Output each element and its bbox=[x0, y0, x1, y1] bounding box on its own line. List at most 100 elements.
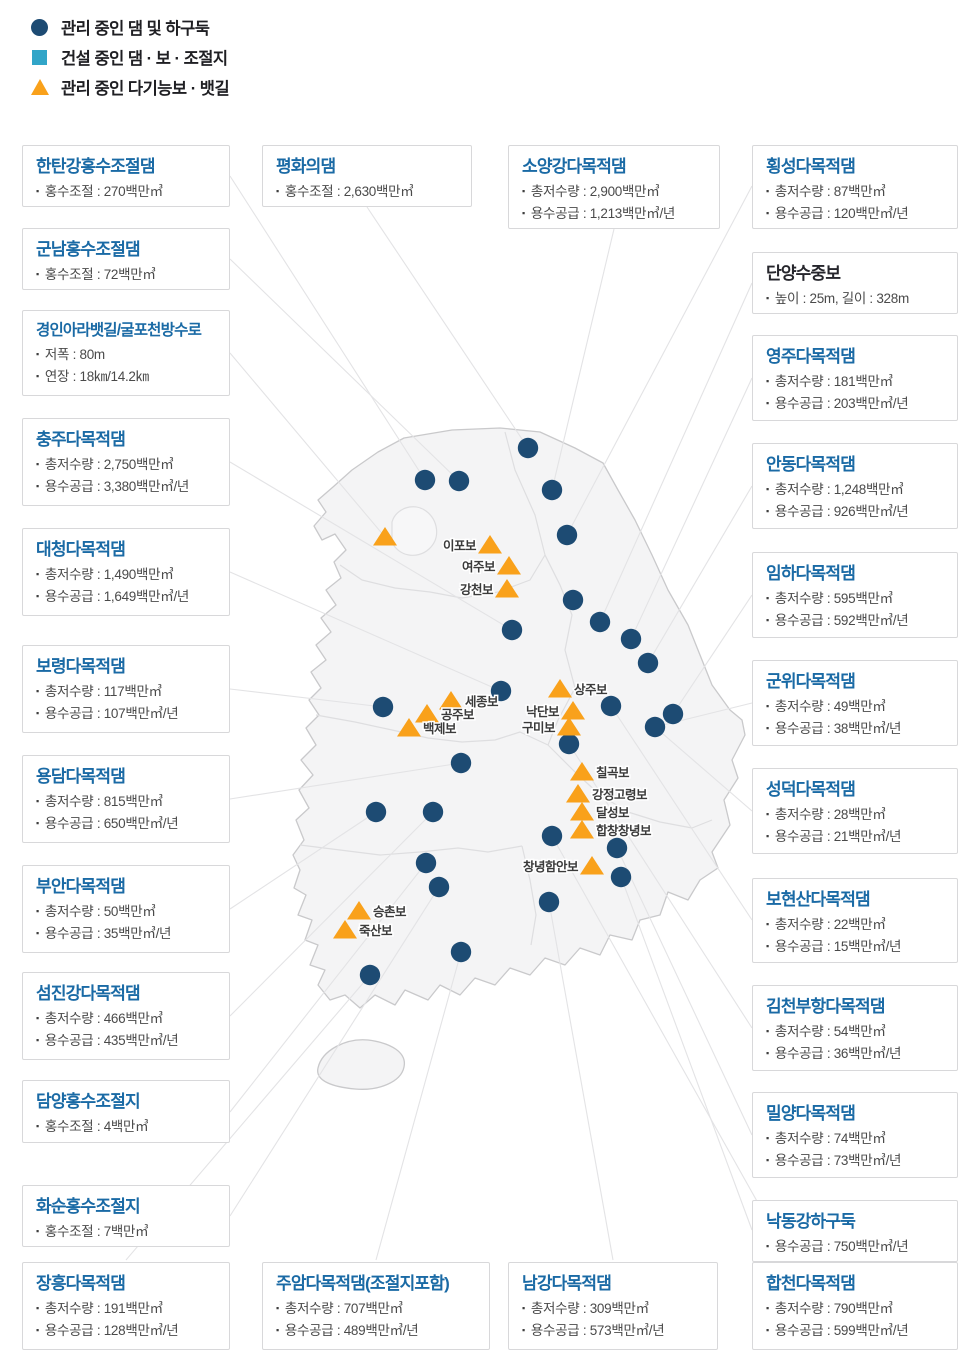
weir-triangle-marker bbox=[580, 856, 604, 875]
bullet-icon: ▪ bbox=[766, 1241, 769, 1252]
card-seongdeok: 성덕다목적댐 ▪ 총저수량 : 28백만㎥ ▪ 용수공급 : 21백만㎥/년 bbox=[752, 768, 958, 854]
bullet-icon: ▪ bbox=[36, 481, 39, 492]
bullet-icon: ▪ bbox=[36, 459, 39, 470]
card-title: 영주다목적댐 bbox=[766, 347, 856, 366]
stat-text: 총저수량 : 54백만㎥ bbox=[774, 1024, 886, 1040]
stat-text: 총저수량 : 49백만㎥ bbox=[774, 699, 886, 715]
card-stat-line: ▪ 높이 : 25m, 길이 : 328m bbox=[766, 288, 944, 310]
card-jangheung: 장흥다목적댐 ▪ 총저수량 : 191백만㎥ ▪ 용수공급 : 128백만㎥/년 bbox=[22, 1262, 230, 1350]
connector-line-gyeongin-ara bbox=[229, 352, 386, 538]
weir-triangle-marker bbox=[570, 802, 594, 821]
card-seomjingang: 섬진강다목적댐 ▪ 총저수량 : 466백만㎥ ▪ 용수공급 : 435백만㎥/년 bbox=[22, 972, 230, 1060]
dam-dot-marker bbox=[365, 801, 387, 823]
dam-dot-marker bbox=[359, 964, 381, 986]
card-title: 충주다목적댐 bbox=[36, 430, 126, 449]
card-title: 낙동강하구둑 bbox=[766, 1212, 856, 1231]
bullet-icon: ▪ bbox=[522, 208, 525, 219]
connector-line-nakdong-estuary bbox=[620, 876, 753, 1231]
bullet-icon: ▪ bbox=[766, 919, 769, 930]
card-title: 한탄강홍수조절댐 bbox=[36, 157, 156, 176]
stat-text: 용수공급 : 1,213백만㎥/년 bbox=[530, 206, 676, 222]
stat-text: 총저수량 : 117백만㎥ bbox=[44, 684, 162, 700]
bullet-icon: ▪ bbox=[36, 349, 39, 360]
card-stat-line: ▪ 용수공급 : 203백만㎥/년 bbox=[766, 393, 944, 415]
connector-line-juam bbox=[375, 951, 462, 1261]
card-bohyeonsan: 보현산다목적댐 ▪ 총저수량 : 22백만㎥ ▪ 용수공급 : 15백만㎥/년 bbox=[752, 878, 958, 963]
connector-line-yeongju bbox=[630, 377, 753, 640]
weir-label: 상주보 bbox=[574, 682, 608, 697]
dam-dot-marker bbox=[538, 891, 560, 913]
dam-dot-marker bbox=[610, 866, 632, 888]
province-border bbox=[391, 506, 438, 556]
connector-line-bohyeonsan bbox=[610, 705, 753, 921]
card-stat-line: ▪ 총저수량 : 50백만㎥ bbox=[36, 901, 216, 923]
stat-text: 총저수량 : 2,750백만㎥ bbox=[44, 457, 174, 473]
stat-text: 총저수량 : 2,900백만㎥ bbox=[530, 184, 660, 200]
dam-dot-marker bbox=[637, 652, 659, 674]
card-stat-line: ▪ 용수공급 : 120백만㎥/년 bbox=[766, 203, 944, 225]
card-chungju: 충주다목적댐 ▪ 총저수량 : 2,750백만㎥ ▪ 용수공급 : 3,380백만㎥/년 bbox=[22, 418, 230, 506]
connector-line-seongdeok bbox=[654, 726, 753, 812]
bullet-icon: ▪ bbox=[36, 686, 39, 697]
card-hapcheon: 합천다목적댐 ▪ 총저수량 : 790백만㎥ ▪ 용수공급 : 599백만㎥/년 bbox=[752, 1262, 958, 1350]
card-stat-line: ▪ 용수공급 : 592백만㎥/년 bbox=[766, 610, 944, 632]
connector-line-chungju bbox=[229, 461, 513, 631]
card-buan: 부안다목적댐 ▪ 총저수량 : 50백만㎥ ▪ 용수공급 : 35백만㎥/년 bbox=[22, 865, 230, 953]
bullet-icon: ▪ bbox=[36, 818, 39, 829]
weir-triangle-marker bbox=[415, 704, 439, 723]
bullet-icon: ▪ bbox=[36, 1325, 39, 1336]
stat-text: 총저수량 : 87백만㎥ bbox=[774, 184, 886, 200]
stat-text: 용수공급 : 435백만㎥/년 bbox=[44, 1033, 179, 1049]
card-title: 군남홍수조절댐 bbox=[36, 240, 141, 259]
card-title: 섬진강다목적댐 bbox=[36, 984, 141, 1003]
bullet-icon: ▪ bbox=[766, 809, 769, 820]
stat-text: 용수공급 : 36백만㎥/년 bbox=[774, 1046, 902, 1062]
card-stat-line: ▪ 홍수조절 : 72백만㎥ bbox=[36, 264, 216, 286]
card-stat-line: ▪ 총저수량 : 790백만㎥ bbox=[766, 1298, 944, 1320]
jeju-island bbox=[317, 1039, 405, 1090]
card-title: 대청다목적댐 bbox=[36, 540, 126, 559]
stat-text: 용수공급 : 38백만㎥/년 bbox=[774, 721, 902, 737]
card-stat-line: ▪ 총저수량 : 181백만㎥ bbox=[766, 371, 944, 393]
bullet-icon: ▪ bbox=[766, 1155, 769, 1166]
card-stat-line: ▪ 저폭 : 80m bbox=[36, 344, 216, 366]
dam-dot-marker bbox=[541, 825, 563, 847]
card-stat-line: ▪ 총저수량 : 2,750백만㎥ bbox=[36, 454, 216, 476]
bullet-icon: ▪ bbox=[766, 1303, 769, 1314]
stat-text: 홍수조절 : 270백만㎥ bbox=[44, 184, 163, 200]
card-title: 김천부항다목적댐 bbox=[766, 997, 886, 1016]
card-stat-line: ▪ 용수공급 : 926백만㎥/년 bbox=[766, 501, 944, 523]
bullet-icon: ▪ bbox=[36, 1303, 39, 1314]
stat-text: 용수공급 : 599백만㎥/년 bbox=[774, 1323, 909, 1339]
bullet-icon: ▪ bbox=[276, 1325, 279, 1336]
weir-triangle-marker bbox=[497, 556, 521, 575]
weir-label: 구미보 bbox=[522, 720, 556, 735]
bullet-icon: ▪ bbox=[522, 1325, 525, 1336]
card-hantan: 한탄강홍수조절댐 ▪ 홍수조절 : 270백만㎥ bbox=[22, 145, 230, 207]
card-stat-line: ▪ 홍수조절 : 270백만㎥ bbox=[36, 181, 216, 203]
card-stat-line: ▪ 총저수량 : 28백만㎥ bbox=[766, 804, 944, 826]
dam-dot-marker bbox=[541, 479, 563, 501]
bullet-icon: ▪ bbox=[36, 591, 39, 602]
card-title: 단양수중보 bbox=[766, 264, 841, 283]
weir-triangle-marker bbox=[561, 701, 585, 720]
bullet-icon: ▪ bbox=[36, 906, 39, 917]
stat-text: 용수공급 : 203백만㎥/년 bbox=[774, 396, 909, 412]
waterway-triangle-marker bbox=[373, 527, 397, 546]
stat-text: 총저수량 : 1,490백만㎥ bbox=[44, 567, 174, 583]
bullet-icon: ▪ bbox=[766, 1048, 769, 1059]
weir-label: 백제보 bbox=[423, 721, 457, 736]
card-title: 용담다목적댐 bbox=[36, 767, 126, 786]
card-stat-line: ▪ 총저수량 : 191백만㎥ bbox=[36, 1298, 216, 1320]
bullet-icon: ▪ bbox=[766, 1026, 769, 1037]
dam-dot-marker bbox=[662, 703, 684, 725]
card-hwasun: 화순홍수조절지 ▪ 홍수조절 : 7백만㎥ bbox=[22, 1185, 230, 1247]
card-title: 평화의댐 bbox=[276, 157, 336, 176]
card-title: 임하다목적댐 bbox=[766, 564, 856, 583]
stat-text: 총저수량 : 790백만㎥ bbox=[774, 1301, 893, 1317]
stat-text: 홍수조절 : 4백만㎥ bbox=[44, 1119, 149, 1135]
legend-label: 관리 중인 다기능보 · 뱃길 bbox=[61, 80, 230, 98]
weir-label: 공주보 bbox=[441, 708, 475, 722]
connector-line-miryang bbox=[616, 847, 753, 1136]
